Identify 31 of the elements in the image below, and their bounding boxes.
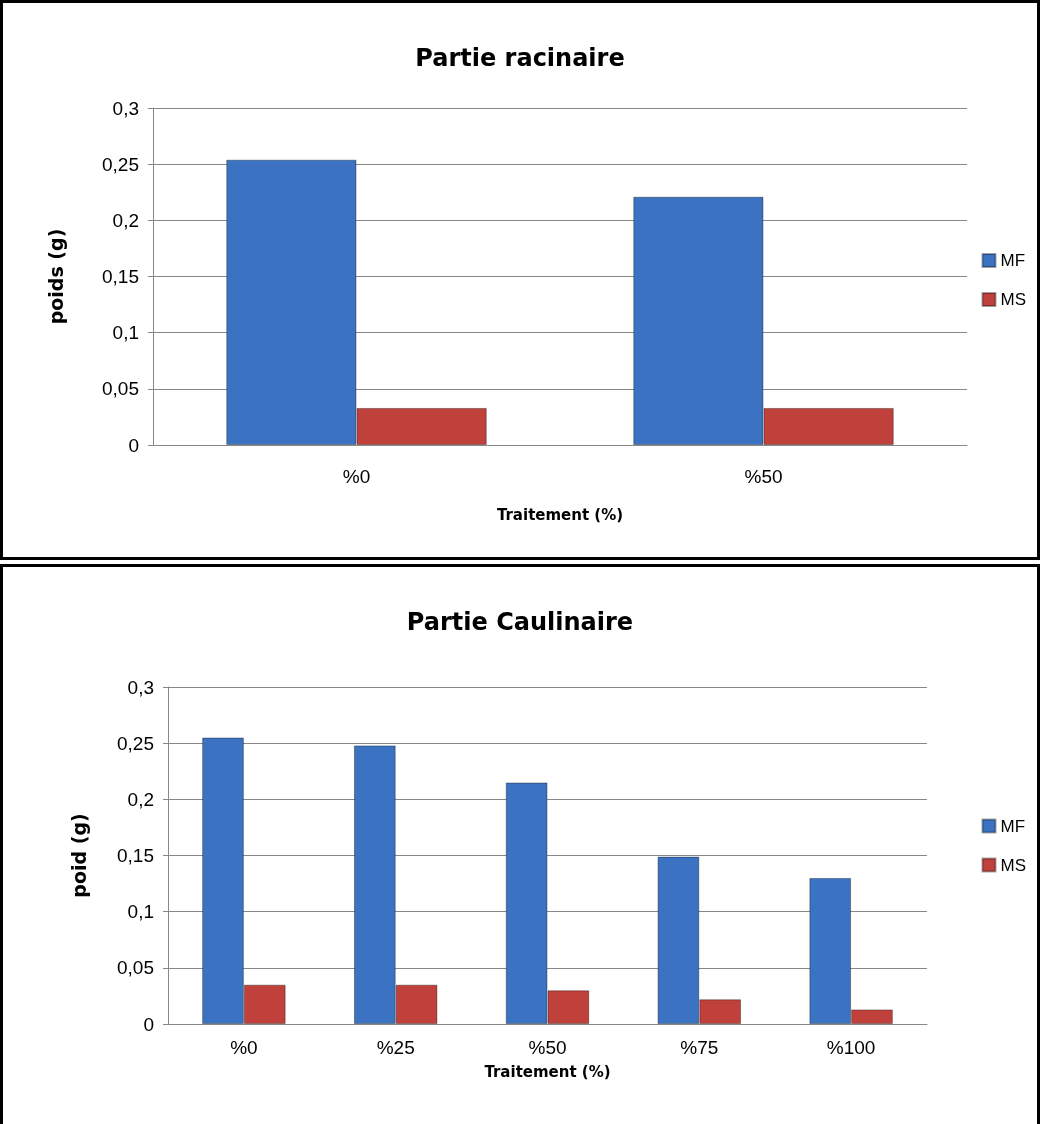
- x-axis-title: Traitement (%): [496, 505, 624, 524]
- y-tick-label: 0,3: [127, 676, 154, 698]
- chart-title: Partie racinaire: [415, 44, 625, 72]
- y-tick-label: 0,1: [112, 322, 139, 344]
- x-tick-label: %0: [342, 466, 371, 487]
- x-tick-label: %25: [376, 1037, 415, 1058]
- x-tick-label: %0: [230, 1037, 258, 1058]
- y-tick-label: 0,2: [127, 788, 154, 810]
- y-tick-label: 0,1: [127, 901, 154, 923]
- y-tick-label: 0,25: [102, 153, 139, 175]
- y-axis-title: poid (g): [67, 813, 90, 898]
- x-axis-title: Traitement (%): [484, 1062, 611, 1081]
- legend-label: MF: [1000, 251, 1026, 270]
- chart-title: Partie Caulinaire: [406, 608, 634, 636]
- y-tick-label: 0,25: [117, 732, 154, 754]
- legend-label: MS: [1000, 290, 1026, 309]
- x-tick-label: %75: [680, 1037, 719, 1058]
- x-tick-label: %50: [528, 1037, 567, 1058]
- y-tick-label: 0,3: [112, 97, 139, 119]
- x-tick-label: %100: [826, 1037, 876, 1058]
- legend-label: MF: [1000, 816, 1026, 836]
- y-tick-label: 0: [128, 434, 139, 456]
- y-tick-label: 0,05: [102, 378, 139, 400]
- y-tick-label: 0,15: [117, 845, 154, 866]
- y-tick-label: 0,15: [102, 266, 139, 287]
- y-tick-label: 0,2: [112, 209, 139, 231]
- y-tick-label: 0: [143, 1013, 154, 1035]
- x-tick-label: %50: [744, 466, 783, 487]
- legend-label: MS: [1000, 855, 1026, 875]
- y-tick-label: 0,05: [117, 957, 154, 979]
- y-axis-title: poids (g): [44, 228, 67, 325]
